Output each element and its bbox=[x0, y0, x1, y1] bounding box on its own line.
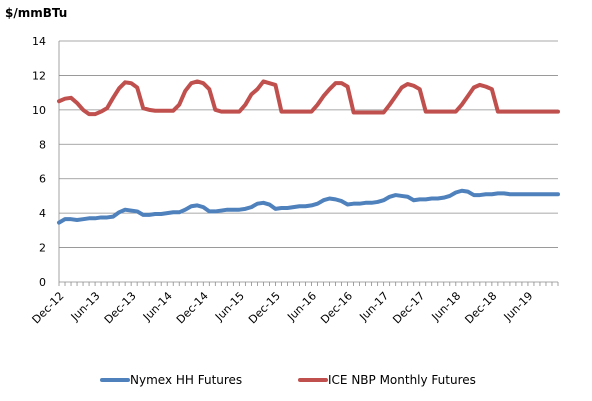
y-tick-label: 10 bbox=[32, 104, 46, 117]
x-tick-label: Dec-18 bbox=[462, 289, 499, 326]
legend-label: ICE NBP Monthly Futures bbox=[328, 373, 476, 387]
x-tick-label: Jun-19 bbox=[501, 289, 536, 324]
y-axis-ticks: 0 2 4 6 8 10 12 14 bbox=[32, 35, 46, 289]
x-tick-label: Dec-12 bbox=[30, 289, 67, 326]
gridlines bbox=[58, 40, 558, 283]
y-tick-label: 14 bbox=[32, 35, 46, 48]
x-tick-label: Dec-15 bbox=[246, 289, 283, 326]
y-tick-label: 12 bbox=[32, 69, 46, 82]
x-tick-label: Dec-13 bbox=[102, 289, 139, 326]
x-tick-label: Jun-13 bbox=[68, 289, 103, 324]
x-tick-label: Jun-15 bbox=[212, 289, 247, 324]
x-tick-label: Dec-16 bbox=[318, 289, 355, 326]
y-tick-label: 8 bbox=[39, 138, 46, 151]
y-tick-label: 4 bbox=[39, 207, 46, 220]
x-tick-label: Dec-14 bbox=[174, 289, 211, 326]
x-tick-label: Jun-18 bbox=[429, 289, 464, 324]
x-tick-label: Dec-17 bbox=[390, 289, 427, 326]
y-axis-label: $/mmBTu bbox=[5, 6, 67, 20]
series-line-2 bbox=[57, 79, 560, 117]
x-axis-ticks: Dec-12 Jun-13 Dec-13 Jun-14 Dec-14 Jun-15 Dec-… bbox=[30, 282, 559, 326]
y-tick-label: 2 bbox=[39, 242, 46, 255]
series-lines bbox=[57, 79, 560, 225]
y-tick-label: 0 bbox=[39, 276, 46, 289]
x-tick-label: Jun-17 bbox=[356, 289, 391, 324]
legend: Nymex HH Futures ICE NBP Monthly Futures bbox=[100, 373, 476, 387]
legend-label: Nymex HH Futures bbox=[130, 373, 242, 387]
series-line-1 bbox=[57, 188, 560, 225]
x-tick-label: Jun-16 bbox=[284, 289, 319, 324]
x-tick-label: Jun-14 bbox=[140, 289, 175, 324]
y-tick-label: 6 bbox=[39, 173, 46, 186]
